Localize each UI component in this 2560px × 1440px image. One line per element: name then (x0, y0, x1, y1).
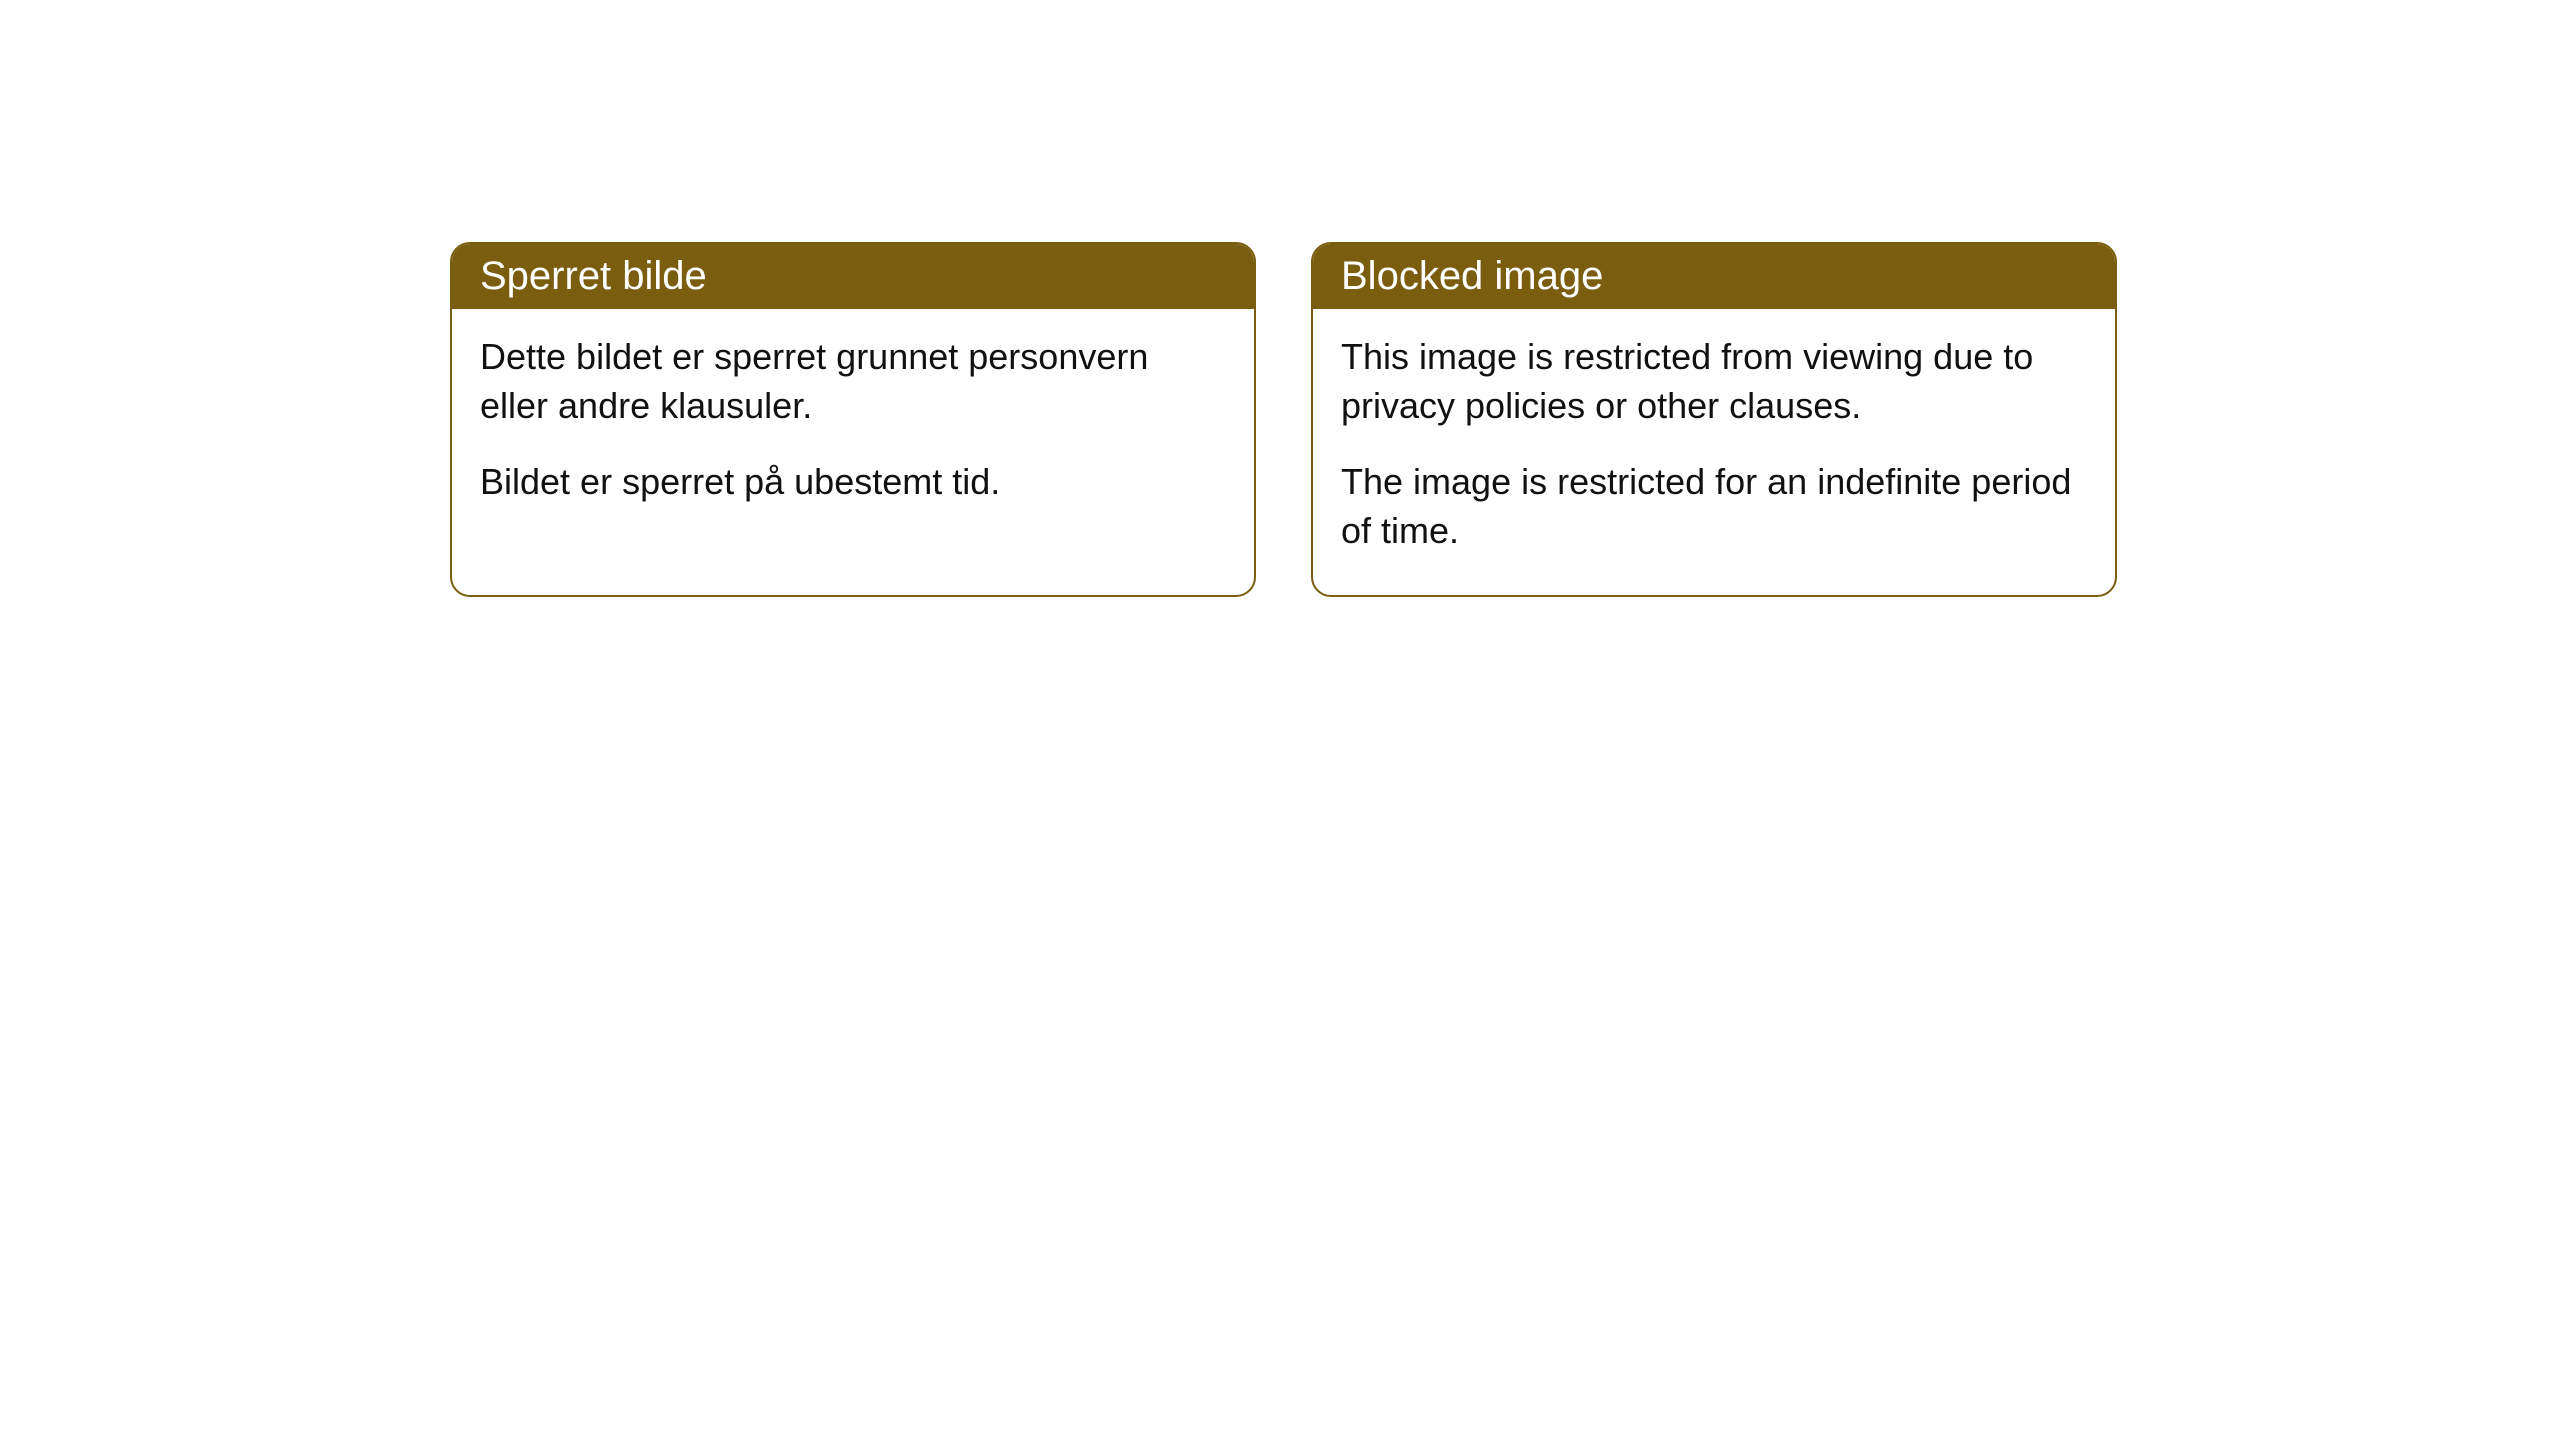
card-body: Dette bildet er sperret grunnet personve… (452, 309, 1254, 547)
blocked-image-card-english: Blocked image This image is restricted f… (1311, 242, 2117, 597)
card-header: Blocked image (1313, 244, 2115, 309)
card-paragraph: This image is restricted from viewing du… (1341, 333, 2087, 430)
card-paragraph: Bildet er sperret på ubestemt tid. (480, 458, 1226, 507)
card-title: Sperret bilde (480, 254, 707, 298)
card-paragraph: The image is restricted for an indefinit… (1341, 458, 2087, 555)
card-paragraph: Dette bildet er sperret grunnet personve… (480, 333, 1226, 430)
card-header: Sperret bilde (452, 244, 1254, 309)
notice-cards-container: Sperret bilde Dette bildet er sperret gr… (450, 242, 2117, 597)
card-body: This image is restricted from viewing du… (1313, 309, 2115, 595)
card-title: Blocked image (1341, 254, 1603, 298)
blocked-image-card-norwegian: Sperret bilde Dette bildet er sperret gr… (450, 242, 1256, 597)
